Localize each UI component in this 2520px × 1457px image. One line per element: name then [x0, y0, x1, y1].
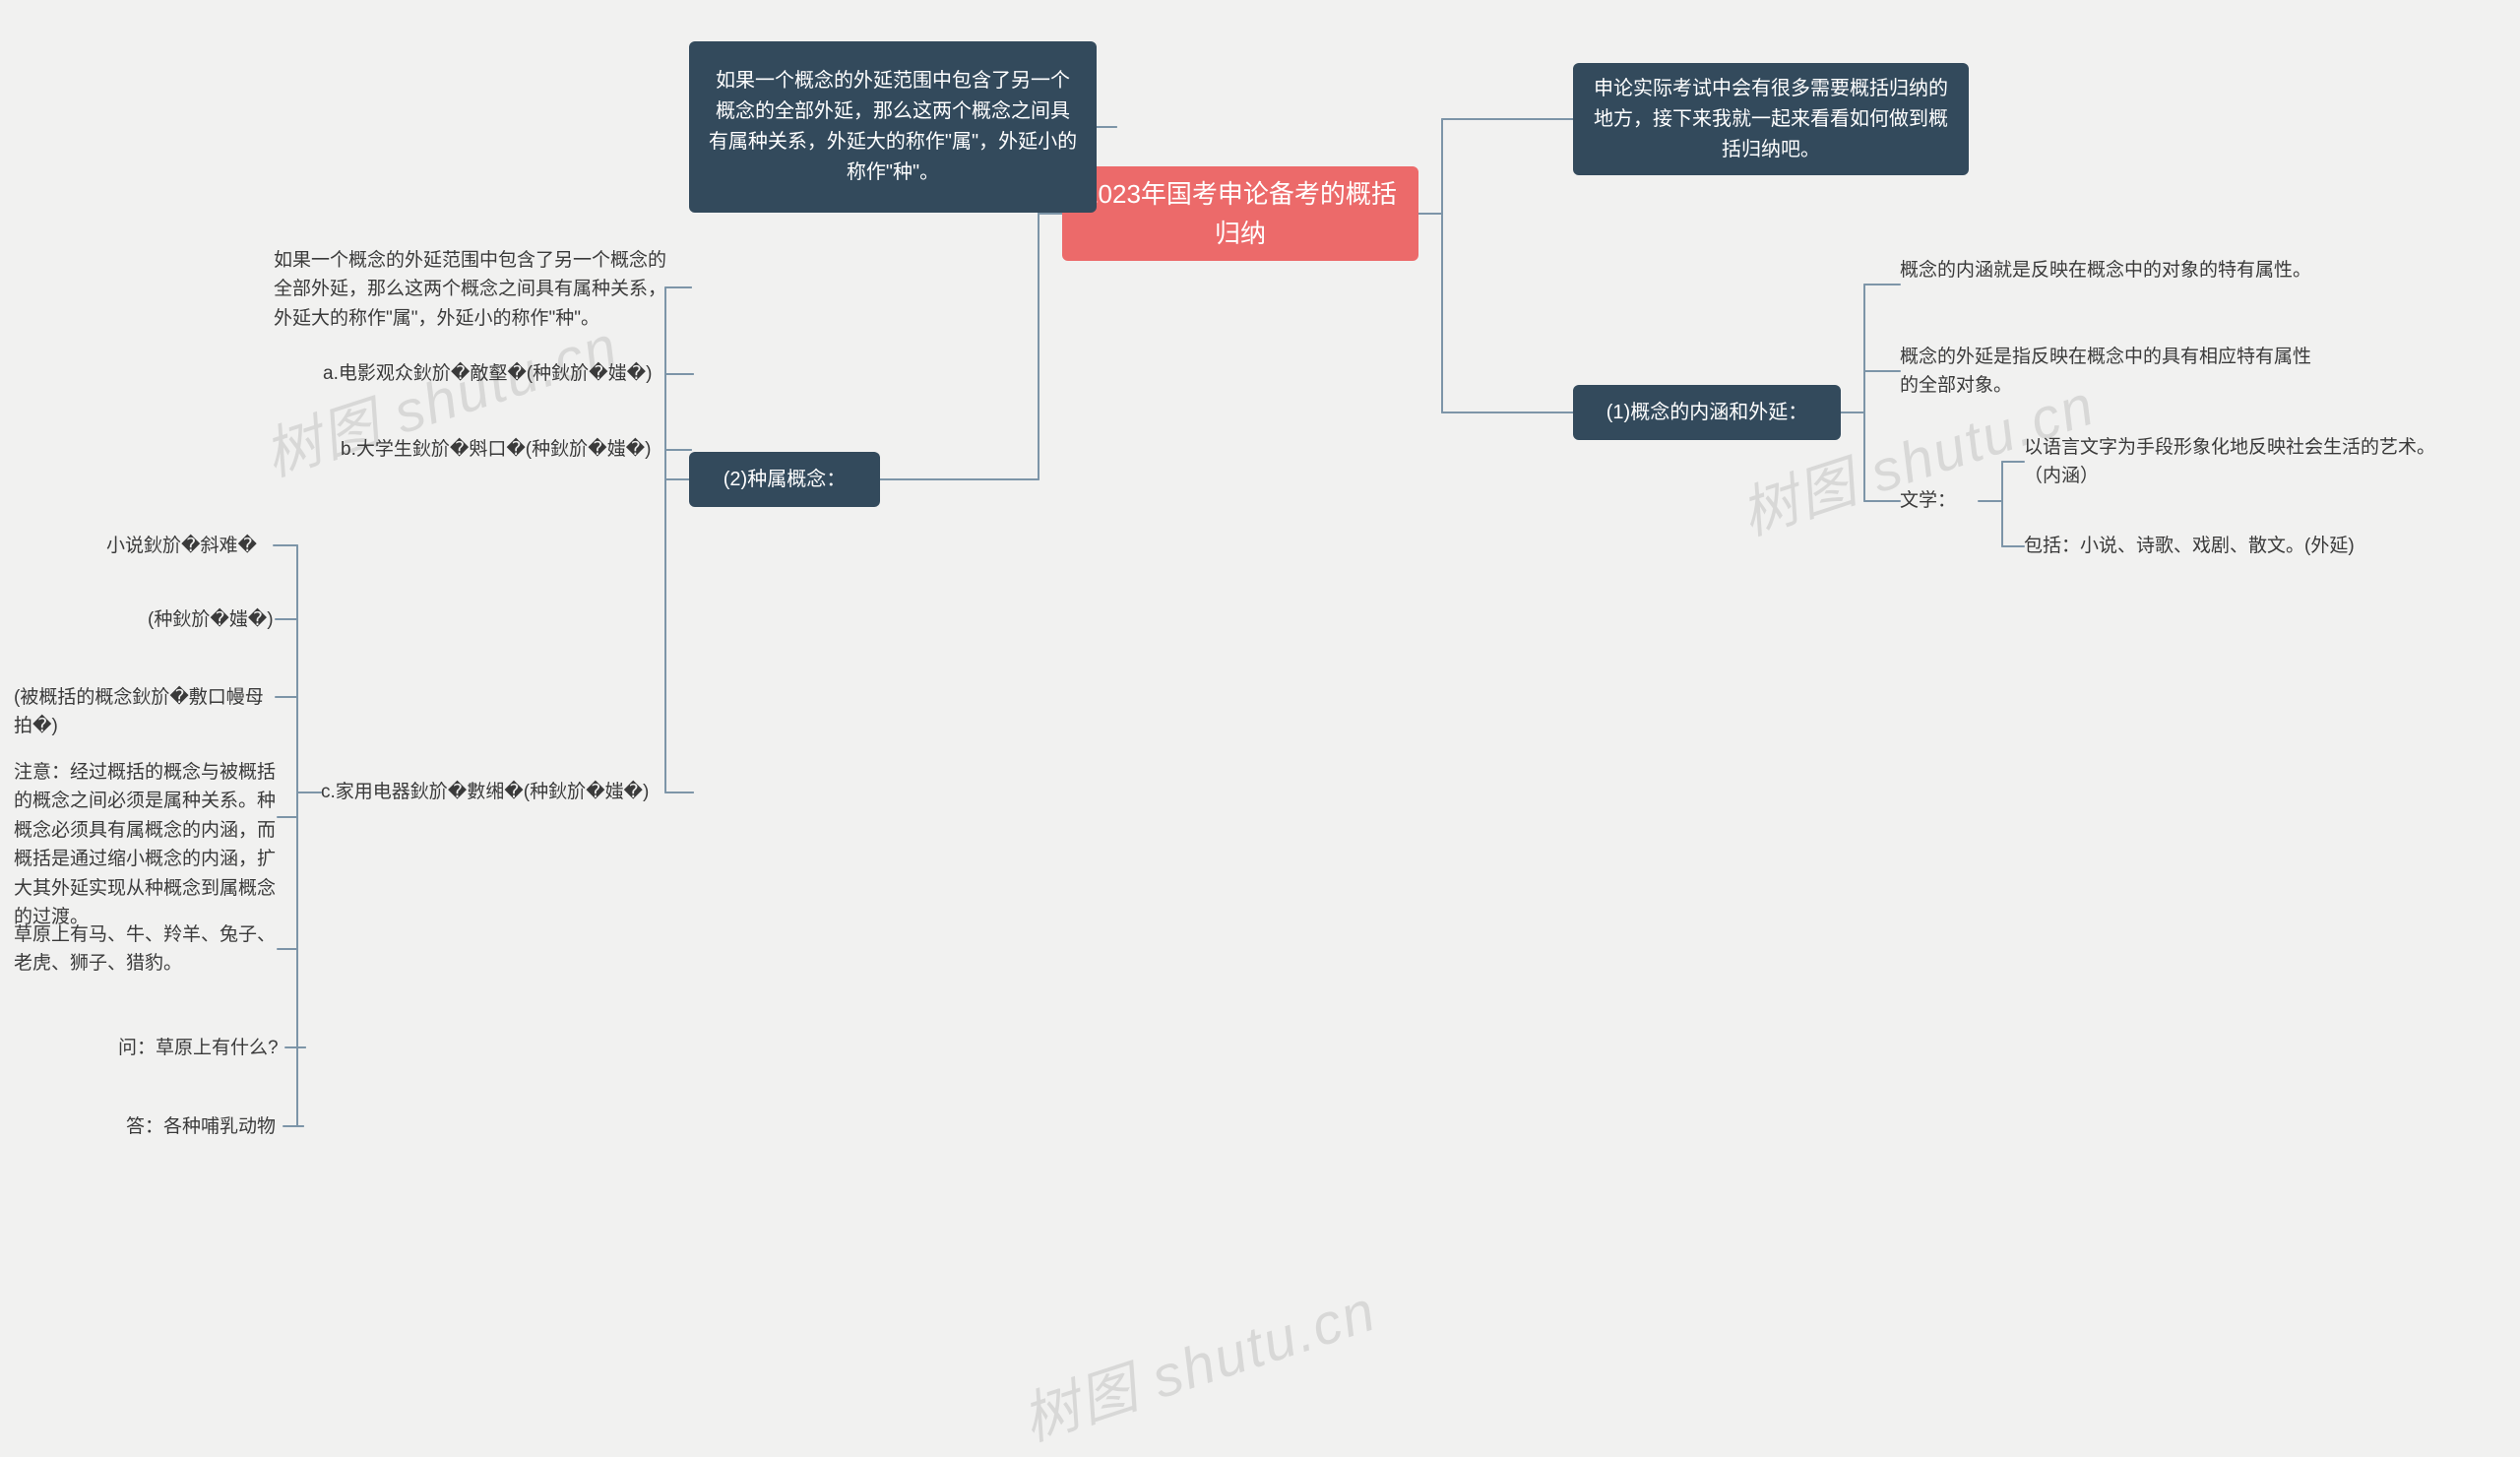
example-c-q: 问：草原上有什么? — [118, 1034, 285, 1062]
l2c4-label: 注意：经过概括的概念与被概括的概念之间必须是属种关系。种概念必须具有属概念的内涵… — [14, 758, 278, 932]
l2c6-label: 问：草原上有什么? — [118, 1034, 279, 1062]
example-c-sub3: (被概括的概念鈥斺�敷口幔母拍�) — [14, 683, 276, 741]
literature-connotation: 以语言文字为手段形象化地反映社会生活的艺术。（内涵） — [2024, 433, 2447, 491]
example-c: c.家用电器鈥斺�數缃�(种鈥斺�媸�) — [321, 778, 673, 807]
connotation-text: 概念的内涵就是反映在概念中的对象的特有属性。 — [1900, 256, 2315, 313]
l2c3-label: (被概括的概念鈥斺�敷口幔母拍�) — [14, 683, 276, 741]
l2c5-label: 草原上有马、牛、羚羊、兔子、老虎、狮子、猎豹。 — [14, 920, 278, 979]
genus-explain: 如果一个概念的外延范围中包含了另一个概念的全部外延，那么这两个概念之间具有属种关… — [274, 246, 671, 333]
definition-label: 如果一个概念的外延范围中包含了另一个概念的全部外延，那么这两个概念之间具有属种关… — [707, 66, 1079, 188]
root-label: 2023年国考申论备考的概括归纳 — [1080, 174, 1401, 254]
l2c7-label: 答：各种哺乳动物 — [126, 1112, 276, 1141]
r1c2-label: 包括：小说、诗歌、戏剧、散文。(外延) — [2024, 532, 2355, 560]
extension-text: 概念的外延是指反映在概念中的具有相应特有属性的全部对象。 — [1900, 343, 2315, 401]
l2b-label: b.大学生鈥斺�斞口�(种鈥斺�媸�) — [341, 435, 651, 464]
l2c2-label: (种鈥斺�媸�) — [148, 605, 274, 634]
intro-node[interactable]: 申论实际考试中会有很多需要概括归纳的地方，接下来我就一起来看看如何做到概括归纳吧… — [1573, 63, 1969, 175]
r1c1-label: 以语言文字为手段形象化地反映社会生活的艺术。（内涵） — [2024, 433, 2447, 491]
intro-label: 申论实际考试中会有很多需要概括归纳的地方，接下来我就一起来看看如何做到概括归纳吧… — [1591, 74, 1951, 165]
example-c-a: 答：各种哺乳动物 — [126, 1112, 284, 1141]
l2top-label: 如果一个概念的外延范围中包含了另一个概念的全部外延，那么这两个概念之间具有属种关… — [274, 246, 671, 333]
root-node[interactable]: 2023年国考申论备考的概括归纳 — [1062, 166, 1418, 261]
r1b-label: 概念的外延是指反映在概念中的具有相应特有属性的全部对象。 — [1900, 343, 2315, 401]
example-c-grass: 草原上有马、牛、羚羊、兔子、老虎、狮子、猎豹。 — [14, 920, 278, 979]
l2c-label: c.家用电器鈥斺�數缃�(种鈥斺�媸�) — [321, 778, 649, 806]
example-c-note: 注意：经过概括的概念与被概括的概念之间必须是属种关系。种概念必须具有属概念的内涵… — [14, 758, 278, 932]
example-a: a.电影观众鈥斺�敵壑�(种鈥斺�媸�) — [323, 359, 673, 389]
genus-label: (2)种属概念： — [724, 465, 846, 495]
r1c-label: 文学： — [1900, 486, 1956, 515]
l2c1-label: 小说鈥斺�斜难� — [106, 532, 257, 560]
l2a-label: a.电影观众鈥斺�敵壑�(种鈥斺�媸�) — [323, 359, 652, 388]
example-c-sub1: 小说鈥斺�斜难� — [106, 532, 274, 560]
definition-node[interactable]: 如果一个概念的外延范围中包含了另一个概念的全部外延，那么这两个概念之间具有属种关… — [689, 41, 1097, 213]
watermark-3: 树图 shutu.cn — [1010, 1264, 1385, 1456]
example-c-sub2: (种鈥斺�媸�) — [148, 605, 276, 634]
genus-node[interactable]: (2)种属概念： — [689, 452, 880, 507]
concept-label: (1)概念的内涵和外延： — [1606, 398, 1807, 428]
r1a-label: 概念的内涵就是反映在概念中的对象的特有属性。 — [1900, 256, 2311, 285]
example-b: b.大学生鈥斺�斞口�(种鈥斺�媸�) — [341, 435, 671, 465]
literature-extension: 包括：小说、诗歌、戏剧、散文。(外延) — [2024, 532, 2398, 561]
literature-label: 文学： — [1900, 486, 1979, 516]
concept-node[interactable]: (1)概念的内涵和外延： — [1573, 385, 1841, 440]
